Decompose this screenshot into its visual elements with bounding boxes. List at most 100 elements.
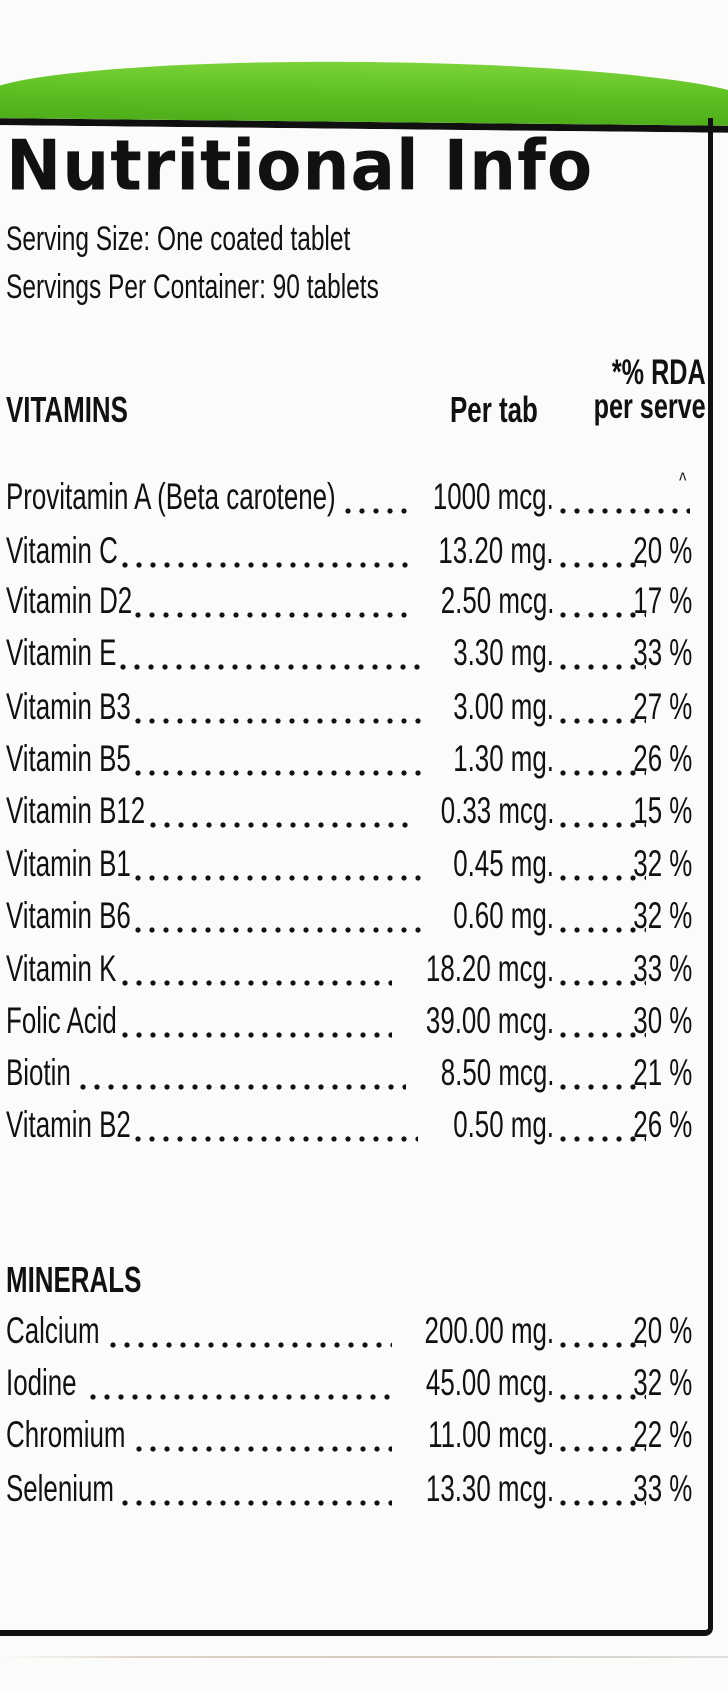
rda-header-line1: *% RDA [612,353,706,392]
nutrient-name: Vitamin B3 [6,686,131,727]
dot-leader [556,822,646,828]
nutrient-row: Vitamin C 13.20 mg. 20 % [6,532,706,582]
nutrient-row: Folic Acid 39.00 mcg. 30 % [6,1002,706,1052]
nutrient-rda-percent: ^ [678,468,686,493]
dot-leader [556,1446,646,1452]
nutrient-row: Vitamin E 3.30 mg. 33 % [6,634,706,684]
nutrient-rda-percent: 32 % [632,895,692,936]
nutrient-amount: 8.50 mcg. [440,1052,554,1093]
background-top [0,0,728,40]
nutrient-name: Vitamin K [6,948,117,989]
dot-leader [131,718,424,724]
nutrient-rda-percent: 32 % [632,843,692,884]
nutrient-name: Vitamin D2 [6,580,133,621]
nutrient-row: Calcium 200.00 mg. 20 % [6,1312,706,1362]
minerals-header: MINERALS [6,1259,142,1300]
nutrient-amount: 1000 mcg. [433,476,554,517]
nutrient-name: Biotin [6,1052,71,1093]
nutrient-name: Vitamin C [6,530,118,571]
dot-leader [556,875,646,881]
nutrient-rda-percent: 17 % [632,580,692,621]
nutrient-row: Selenium 13.30 mcg. 33 % [6,1470,706,1520]
nutrient-amount: 2.50 mcg. [440,580,554,621]
dot-leader [556,927,646,933]
dot-leader [556,562,646,568]
dot-leader [146,822,414,828]
nutrient-name: Provitamin A (Beta carotene) [6,476,336,517]
nutrient-name: Vitamin B6 [6,895,131,936]
nutrient-rda-percent: 33 % [632,948,692,989]
nutrient-rda-percent: 32 % [632,1362,692,1403]
container-edge-line [0,1656,728,1658]
dot-leader [556,1084,646,1090]
nutrient-rda-percent: 20 % [632,1310,692,1351]
dot-leader [556,980,646,986]
dot-leader [131,927,424,933]
dot-leader [86,1394,392,1400]
nutrient-amount: 11.00 mcg. [427,1414,554,1455]
dot-leader [556,770,646,776]
nutrient-rda-percent: 20 % [632,530,692,571]
dot-leader [556,1032,646,1038]
dot-leader [118,1032,392,1038]
nutrient-row: Biotin 8.50 mcg. 21 % [6,1054,706,1104]
nutrient-name: Chromium [6,1414,126,1455]
nutrient-row: Vitamin K 18.20 mcg. 33 % [6,950,706,1000]
nutrient-rda-percent: 27 % [632,686,692,727]
dot-leader [116,664,424,670]
nutrient-name: Vitamin B1 [6,843,131,884]
nutrient-rda-percent: 30 % [632,1000,692,1041]
dot-leader [556,508,690,514]
dot-leader [76,1084,406,1090]
dot-leader [556,1342,646,1348]
nutrient-row: Vitamin B12 0.33 mcg. 15 % [6,792,706,842]
per-tab-header: Per tab [450,389,538,430]
dot-leader [556,718,646,724]
dot-leader [118,562,414,568]
nutrient-amount: 39.00 mcg. [425,1000,554,1041]
dot-leader [131,1136,418,1142]
nutrient-rda-percent: 22 % [632,1414,692,1455]
nutrient-amount: 45.00 mcg. [425,1362,554,1403]
servings-per-container: Servings Per Container: 90 tablets [6,268,379,306]
nutrient-amount: 0.60 mg. [453,895,554,936]
nutrient-name: Vitamin B2 [6,1104,131,1145]
rda-header: *% RDA per serve [593,353,706,426]
nutrient-name: Iodine [6,1362,77,1403]
nutrient-amount: 200.00 mg. [424,1310,554,1351]
nutrient-rda-percent: 33 % [632,1468,692,1509]
dot-leader [341,508,414,514]
nutrient-row: Vitamin B6 0.60 mg. 32 % [6,897,706,947]
nutrient-name: Calcium [6,1310,100,1351]
nutrient-amount: 0.45 mg. [453,843,554,884]
nutrient-name: Vitamin E [6,632,117,673]
nutrient-rda-percent: 21 % [632,1052,692,1093]
dot-leader [556,664,646,670]
nutrient-rda-percent: 33 % [632,632,692,673]
dot-leader [118,980,392,986]
rda-header-line2: per serve [593,387,706,426]
nutrient-amount: 3.30 mg. [453,632,554,673]
dot-leader [131,770,424,776]
nutrient-row: Iodine 45.00 mcg. 32 % [6,1364,706,1414]
label-panel-border [0,118,713,1636]
dot-leader [118,1500,392,1506]
nutrient-amount: 0.33 mcg. [440,790,554,831]
dot-leader [131,612,414,618]
vitamins-header: VITAMINS [6,389,128,430]
nutrient-rda-percent: 26 % [632,1104,692,1145]
nutrient-row: Vitamin D2 2.50 mcg. 17 % [6,582,706,632]
nutrient-name: Vitamin B12 [6,790,146,831]
nutrient-rda-percent: 26 % [632,738,692,779]
dot-leader [556,1394,646,1400]
dot-leader [131,875,424,881]
nutrient-name: Selenium [6,1468,114,1509]
nutrient-row: Provitamin A (Beta carotene) 1000 mcg. ^ [6,470,706,528]
dot-leader [556,1500,646,1506]
serving-size: Serving Size: One coated tablet [6,220,351,258]
nutrient-amount: 13.20 mg. [438,530,554,571]
dot-leader [556,612,646,618]
nutrient-row: Vitamin B5 1.30 mg. 26 % [6,740,706,790]
nutrient-row: Vitamin B3 3.00 mg. 27 % [6,688,706,738]
nutrient-amount: 13.30 mcg. [425,1468,554,1509]
